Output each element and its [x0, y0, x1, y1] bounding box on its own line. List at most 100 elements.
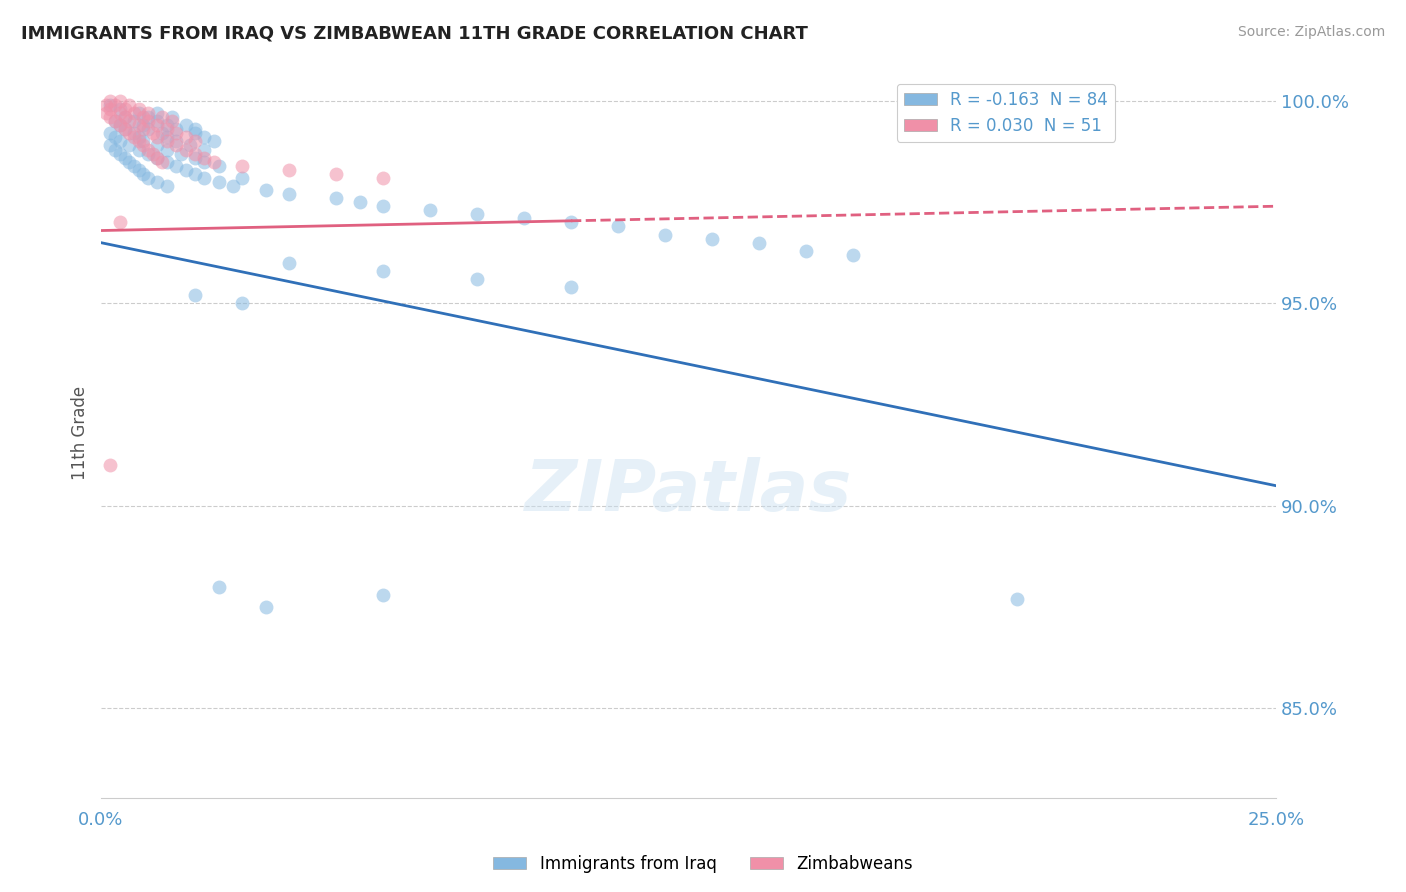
Point — [231, 159, 253, 173]
Point — [513, 211, 536, 226]
Point — [156, 178, 179, 193]
Point — [146, 138, 169, 153]
Point — [128, 106, 150, 120]
Point — [278, 187, 301, 202]
Point — [108, 146, 131, 161]
Point — [118, 154, 141, 169]
Point — [560, 215, 582, 229]
Point — [100, 102, 122, 116]
Point — [146, 130, 169, 145]
Point — [132, 167, 155, 181]
Point — [654, 227, 676, 242]
Point — [1007, 592, 1029, 607]
Point — [128, 135, 150, 149]
Point — [122, 114, 145, 128]
Point — [104, 114, 127, 128]
Point — [174, 118, 197, 132]
Point — [114, 110, 136, 124]
Text: Source: ZipAtlas.com: Source: ZipAtlas.com — [1237, 25, 1385, 39]
Point — [118, 114, 141, 128]
Point — [165, 122, 187, 136]
Point — [114, 110, 136, 124]
Point — [607, 219, 630, 234]
Point — [146, 175, 169, 189]
Point — [128, 130, 150, 145]
Y-axis label: 11th Grade: 11th Grade — [72, 386, 89, 480]
Point — [156, 154, 179, 169]
Point — [108, 135, 131, 149]
Point — [231, 296, 253, 310]
Point — [174, 162, 197, 177]
Point — [136, 146, 159, 161]
Point — [100, 94, 122, 108]
Point — [104, 130, 127, 145]
Text: 0.0%: 0.0% — [79, 811, 124, 829]
Point — [100, 126, 122, 140]
Point — [122, 106, 145, 120]
Point — [136, 122, 159, 136]
Point — [156, 130, 179, 145]
Point — [193, 170, 215, 185]
Point — [184, 288, 207, 302]
Point — [179, 138, 201, 153]
Point — [254, 600, 277, 615]
Point — [207, 159, 229, 173]
Text: IMMIGRANTS FROM IRAQ VS ZIMBABWEAN 11TH GRADE CORRELATION CHART: IMMIGRANTS FROM IRAQ VS ZIMBABWEAN 11TH … — [21, 25, 808, 43]
Point — [278, 256, 301, 270]
Point — [114, 122, 136, 136]
Point — [193, 130, 215, 145]
Point — [419, 203, 441, 218]
Point — [156, 118, 179, 132]
Point — [132, 138, 155, 153]
Point — [136, 110, 159, 124]
Point — [325, 191, 347, 205]
Point — [128, 143, 150, 157]
Point — [207, 580, 229, 594]
Point — [146, 106, 169, 120]
Point — [156, 143, 179, 157]
Point — [132, 110, 155, 124]
Point — [160, 114, 183, 128]
Point — [174, 130, 197, 145]
Point — [193, 143, 215, 157]
Point — [560, 280, 582, 294]
Point — [221, 178, 243, 193]
Point — [748, 235, 770, 250]
Point — [150, 110, 173, 124]
Point — [184, 151, 207, 165]
Point — [108, 118, 131, 132]
Point — [132, 135, 155, 149]
Point — [146, 151, 169, 165]
Point — [136, 106, 159, 120]
Point — [174, 143, 197, 157]
Point — [165, 138, 187, 153]
Point — [118, 98, 141, 112]
Point — [128, 118, 150, 132]
Point — [349, 195, 371, 210]
Point — [104, 114, 127, 128]
Point — [108, 102, 131, 116]
Text: 25.0%: 25.0% — [1247, 811, 1305, 829]
Point — [202, 154, 225, 169]
Point — [794, 244, 817, 258]
Point — [100, 98, 122, 112]
Point — [184, 122, 207, 136]
Point — [254, 183, 277, 197]
Point — [842, 248, 865, 262]
Point — [184, 146, 207, 161]
Point — [465, 207, 488, 221]
Point — [371, 588, 394, 602]
Point — [122, 126, 145, 140]
Point — [165, 159, 187, 173]
Point — [156, 135, 179, 149]
Point — [202, 135, 225, 149]
Point — [114, 151, 136, 165]
Point — [114, 102, 136, 116]
Point — [100, 138, 122, 153]
Point — [132, 122, 155, 136]
Point — [193, 154, 215, 169]
Point — [104, 98, 127, 112]
Point — [136, 143, 159, 157]
Legend: R = -0.163  N = 84, R = 0.030  N = 51: R = -0.163 N = 84, R = 0.030 N = 51 — [897, 84, 1115, 142]
Point — [128, 102, 150, 116]
